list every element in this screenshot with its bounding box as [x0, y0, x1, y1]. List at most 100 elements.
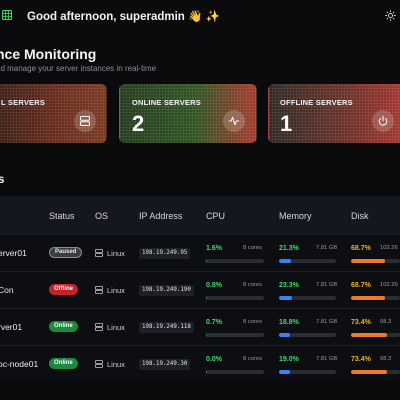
cpu-usage-fill: [206, 296, 207, 300]
disk-size: 98.3: [380, 319, 392, 325]
cpu-value: 0.8%: [206, 282, 222, 289]
disk-size: 102.26: [380, 282, 398, 288]
disk-usage-bar: [351, 333, 400, 337]
cpu-value: 0.0%: [206, 356, 222, 363]
disk-value: 73.4%: [351, 356, 371, 363]
disk-value: 68.7%: [351, 245, 371, 252]
memory-usage-bar: [279, 259, 336, 263]
cpu-value: 1.6%: [206, 245, 222, 252]
card-grid-pattern: [269, 85, 400, 142]
column-header-memory[interactable]: Memory: [279, 211, 312, 221]
memory-usage-fill: [279, 296, 293, 300]
server-name[interactable]: erver01: [0, 248, 27, 258]
cpu-usage-bar: [206, 333, 264, 337]
power-icon: [372, 110, 394, 132]
memory-usage-bar: [279, 333, 336, 337]
memory-value: 21.3%: [279, 245, 299, 252]
greeting: Good afternoon, superadmin 👋 ✨: [27, 11, 220, 23]
server-name[interactable]: Con: [0, 285, 14, 295]
disk-usage-fill: [351, 370, 387, 374]
section-title: s: [0, 174, 5, 186]
column-header-cpu[interactable]: CPU: [206, 211, 226, 221]
os-label: Linux: [107, 286, 125, 295]
status-badge: Online: [49, 358, 78, 369]
table-row[interactable]: erver01 Paused Linux 198.19.249.95 1.6% …: [0, 234, 400, 271]
disk-usage-fill: [351, 333, 387, 337]
table-row[interactable]: rver01 Online Linux 198.19.249.118 0.7% …: [0, 308, 400, 345]
server-icon: [95, 286, 103, 294]
table-row[interactable]: Con Offline Linux 198.19.249.190 0.8% 8 …: [0, 271, 400, 308]
cpu-value: 0.7%: [206, 319, 222, 326]
disk-usage-fill: [351, 296, 385, 300]
stat-value: 1: [280, 111, 293, 136]
memory-size: 7.81 GB: [316, 282, 338, 288]
column-header-ip[interactable]: IP Address: [139, 211, 183, 221]
disk-size: 102.26: [380, 245, 398, 251]
cpu-usage-bar: [206, 259, 264, 263]
ip-address: 198.19.249.118: [139, 322, 194, 333]
card-grid-pattern: [120, 85, 256, 142]
cpu-cores: 8 cores: [243, 319, 263, 325]
stat-value: 2: [132, 111, 145, 136]
cpu-cores: 8 cores: [243, 245, 263, 251]
status-badge: Online: [49, 321, 78, 332]
sun-icon[interactable]: [385, 10, 396, 21]
disk-value: 68.7%: [351, 282, 371, 289]
status-badge: Paused: [49, 247, 83, 258]
stat-card-online-servers[interactable]: ONLINE SERVERS 2: [119, 84, 257, 143]
os-label: Linux: [107, 323, 125, 332]
disk-usage-bar: [351, 370, 400, 374]
memory-value: 19.0%: [279, 356, 299, 363]
stat-label: ONLINE SERVERS: [132, 98, 201, 107]
memory-usage-fill: [279, 259, 292, 263]
cpu-usage-bar: [206, 296, 264, 300]
server-name[interactable]: rver01: [0, 322, 23, 332]
stat-label: L SERVERS: [1, 98, 46, 107]
page-title: nce Monitoring: [0, 46, 97, 62]
memory-value: 23.3%: [279, 282, 299, 289]
cpu-usage-fill: [206, 333, 207, 337]
activity-icon: [223, 110, 245, 132]
server-icon: [95, 360, 103, 368]
cpu-cores: 8 cores: [243, 282, 263, 288]
column-header-disk[interactable]: Disk: [351, 211, 369, 221]
table-row[interactable]: pc-node01 Online Linux 198.19.249.30 0.0…: [0, 345, 400, 382]
memory-size: 7.81 GB: [316, 356, 338, 362]
disk-size: 98.3: [380, 356, 392, 362]
stat-card-total-servers[interactable]: L SERVERS: [0, 84, 107, 143]
os-label: Linux: [107, 249, 125, 258]
column-header-status[interactable]: Status: [49, 211, 75, 221]
grid-icon[interactable]: [2, 10, 12, 20]
memory-usage-bar: [279, 296, 336, 300]
server-icon: [95, 323, 103, 331]
column-header-os[interactable]: OS: [95, 211, 109, 221]
server-name[interactable]: pc-node01: [0, 359, 39, 369]
memory-value: 18.8%: [279, 319, 299, 326]
disk-usage-bar: [351, 259, 400, 263]
cpu-usage-fill: [206, 259, 207, 263]
os-label: Linux: [107, 360, 125, 369]
page-subtitle: nd manage your server instances in real-…: [0, 64, 157, 73]
table-header: Status OS IP Address CPU Memory Disk: [0, 196, 400, 234]
disk-usage-fill: [351, 259, 385, 263]
disk-value: 73.4%: [351, 319, 371, 326]
ip-address: 198.19.249.95: [139, 248, 191, 259]
servers-table: Status OS IP Address CPU Memory Disk erv…: [0, 196, 400, 400]
memory-usage-bar: [279, 370, 336, 374]
memory-size: 7.81 GB: [316, 319, 338, 325]
memory-usage-fill: [279, 370, 290, 374]
memory-usage-fill: [279, 333, 290, 337]
server-icon: [74, 110, 96, 132]
status-badge: Offline: [49, 284, 78, 295]
memory-size: 7.81 GB: [316, 245, 338, 251]
card-grid-pattern: [0, 85, 106, 142]
ip-address: 198.19.249.30: [139, 359, 191, 370]
cpu-usage-fill: [206, 370, 207, 374]
disk-usage-bar: [351, 296, 400, 300]
stat-label: OFFLINE SERVERS: [280, 98, 353, 107]
stat-card-offline-servers[interactable]: OFFLINE SERVERS 1: [268, 84, 400, 143]
server-icon: [95, 249, 103, 257]
cpu-cores: 8 cores: [243, 356, 263, 362]
ip-address: 198.19.249.190: [139, 285, 194, 296]
top-bar: Good afternoon, superadmin 👋 ✨: [0, 0, 400, 32]
